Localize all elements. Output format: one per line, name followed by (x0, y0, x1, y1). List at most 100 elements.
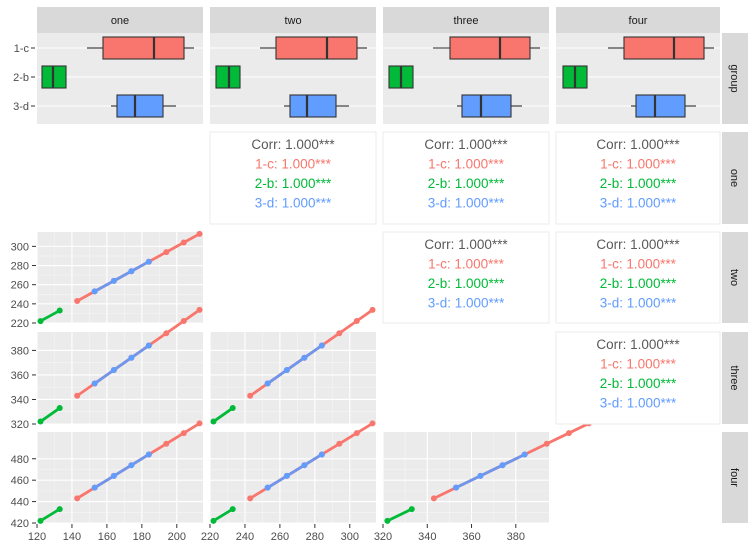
fit-line-three-two-2-b (212, 406, 235, 423)
corr-text-two-three-2: 2-b: 1.000*** (428, 276, 505, 291)
x-tick-label-one-140: 140 (63, 531, 81, 543)
y-tick-label-three-320: 320 (11, 419, 29, 431)
strip-right-three (722, 332, 748, 424)
x-tick-label-one-160: 160 (98, 531, 116, 543)
point-four-three-3-d-0 (453, 484, 460, 491)
x-tick-label-three-340: 340 (418, 531, 436, 543)
fit-line-three-two-3-d (266, 344, 324, 385)
point-four-two-3-d-1 (283, 472, 290, 479)
x-tick-label-three-380: 380 (507, 531, 525, 543)
scatter-panel-three-one (37, 332, 203, 424)
point-four-two-3-d-2 (301, 462, 308, 469)
corr-text-one-three-0: Corr: 1.000*** (424, 137, 508, 152)
point-two-one-2-b-1 (56, 307, 63, 314)
point-two-one-1-c-7 (196, 230, 203, 237)
corr-text-one-four-1: 1-c: 1.000*** (600, 157, 677, 172)
x-tick-label-two-300: 300 (341, 531, 359, 543)
point-four-one-2-b-0 (37, 517, 44, 524)
x-tick-label-one-200: 200 (168, 531, 186, 543)
point-four-one-1-c-5 (163, 440, 170, 447)
strip-top-two (210, 7, 376, 33)
point-four-one-3-d-0 (91, 484, 98, 491)
point-four-three-3-d-2 (499, 462, 506, 469)
corr-text-one-two-0: Corr: 1.000*** (251, 137, 335, 152)
y-tick-label-two-280: 280 (11, 261, 29, 273)
fit-line-four-three-3-d (454, 453, 527, 490)
fit-line-four-three-2-b (386, 507, 414, 523)
point-three-one-1-c-5 (163, 330, 170, 337)
corr-text-two-four-3: 3-d: 1.000*** (600, 296, 677, 311)
scatter-panel-four-three (383, 432, 549, 523)
group-tick-label-3-d: 3-d (13, 101, 29, 113)
box-one-3-d (116, 94, 164, 118)
point-four-one-3-d-2 (128, 462, 135, 469)
corr-panel-one-four (555, 131, 721, 225)
corr-text-three-four-3: 3-d: 1.000*** (600, 396, 677, 411)
strip-right-label-group: group (728, 64, 740, 92)
strip-right-four (722, 432, 748, 523)
point-three-two-3-d-2 (301, 354, 308, 361)
point-three-two-2-b-1 (229, 405, 236, 412)
point-two-one-3-d-2 (128, 268, 135, 275)
point-three-two-2-b-0 (210, 418, 217, 425)
point-four-three-3-d-3 (521, 451, 528, 458)
strip-top-label-four: four (629, 15, 648, 27)
point-four-one-3-d-3 (145, 451, 152, 458)
point-three-two-1-c-5 (336, 330, 343, 337)
strip-right-label-one: one (728, 169, 740, 187)
fit-line-three-one-2-b (39, 406, 62, 423)
fit-line-two-one-3-d (93, 260, 151, 293)
box-four-1-c (623, 36, 705, 60)
point-three-one-3-d-3 (145, 342, 152, 349)
corr-text-one-four-3: 3-d: 1.000*** (600, 196, 677, 211)
point-four-two-1-c-7 (369, 420, 376, 427)
fit-line-four-two-3-d (266, 453, 324, 490)
corr-text-one-two-2: 2-b: 1.000*** (255, 176, 332, 191)
scatter-panel-three-two (210, 332, 376, 424)
corr-panel-one-two (209, 131, 377, 225)
point-three-two-3-d-1 (283, 367, 290, 374)
point-four-three-1-c-0 (430, 495, 437, 502)
y-tick-label-four-460: 460 (11, 475, 29, 487)
point-four-one-1-c-7 (196, 420, 203, 427)
corr-text-one-two-1: 1-c: 1.000*** (255, 157, 332, 172)
y-tick-label-three-380: 380 (11, 345, 29, 357)
point-three-one-3-d-1 (110, 367, 117, 374)
x-tick-label-three-360: 360 (462, 531, 480, 543)
box-two-3-d (289, 94, 337, 118)
box-three-3-d (461, 94, 512, 118)
y-tick-label-four-420: 420 (11, 518, 29, 530)
point-three-one-2-b-0 (37, 418, 44, 425)
corr-text-two-four-0: Corr: 1.000*** (596, 237, 680, 252)
point-three-two-1-c-6 (353, 317, 360, 324)
point-three-one-3-d-2 (128, 354, 135, 361)
corr-text-three-four-1: 1-c: 1.000*** (600, 357, 677, 372)
corr-text-one-four-2: 2-b: 1.000*** (600, 176, 677, 191)
scatter-panel-four-one (37, 432, 203, 523)
y-tick-label-three-340: 340 (11, 394, 29, 406)
strip-top-label-three: three (453, 15, 478, 27)
corr-text-one-four-0: Corr: 1.000*** (596, 137, 680, 152)
x-tick-label-two-280: 280 (306, 531, 324, 543)
strip-right-two (722, 232, 748, 323)
corr-text-one-two-3: 3-d: 1.000*** (255, 196, 332, 211)
corr-text-two-three-1: 1-c: 1.000*** (428, 257, 505, 272)
corr-text-one-three-3: 3-d: 1.000*** (428, 196, 505, 211)
fit-line-two-one-2-b (39, 309, 62, 323)
x-tick-label-two-240: 240 (236, 531, 254, 543)
corr-panel-three-four (555, 331, 721, 425)
strip-top-four (556, 7, 720, 33)
corr-panel-two-three (382, 231, 550, 324)
strip-top-one (37, 7, 203, 33)
point-three-one-2-b-1 (56, 405, 63, 412)
strip-top-three (383, 7, 549, 33)
point-four-two-1-c-0 (247, 495, 254, 502)
point-four-three-2-b-0 (384, 517, 391, 524)
fit-line-four-two-2-b (212, 507, 235, 523)
x-tick-label-one-120: 120 (28, 531, 46, 543)
corr-panel-two-four (555, 231, 721, 324)
fit-line-four-one-2-b (39, 507, 62, 523)
point-three-two-1-c-0 (247, 392, 254, 399)
y-tick-label-two-220: 220 (11, 318, 29, 330)
fit-line-three-one-3-d (93, 344, 151, 385)
